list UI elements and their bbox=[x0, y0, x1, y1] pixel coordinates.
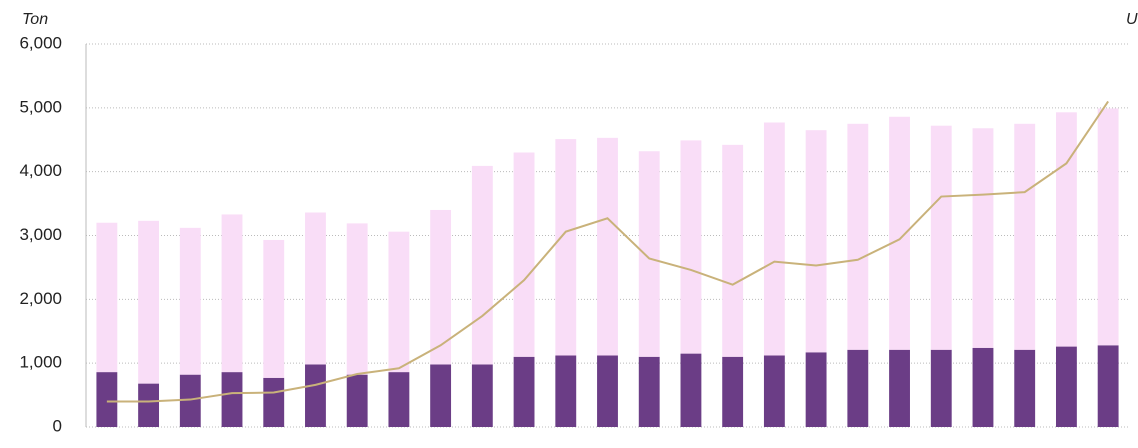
bar bbox=[263, 239, 285, 378]
bar bbox=[221, 372, 243, 427]
y-tick-label: 3,000 bbox=[19, 225, 62, 244]
bar bbox=[263, 377, 285, 427]
bar bbox=[513, 356, 535, 427]
bar bbox=[305, 364, 326, 427]
bar bbox=[722, 356, 744, 427]
bar bbox=[388, 231, 410, 373]
bar bbox=[680, 140, 702, 354]
bar bbox=[972, 128, 994, 348]
bar bbox=[388, 372, 410, 427]
y-tick-label: 0 bbox=[53, 416, 62, 435]
bar bbox=[513, 152, 535, 357]
bar bbox=[638, 151, 660, 357]
bar bbox=[96, 222, 118, 373]
bar bbox=[1014, 349, 1036, 427]
bar bbox=[597, 355, 618, 427]
y-tick-label: 5,000 bbox=[19, 97, 62, 116]
bar bbox=[847, 123, 869, 350]
bar bbox=[346, 374, 368, 427]
bar bbox=[471, 364, 493, 427]
y-axis-label: Ton bbox=[22, 11, 48, 28]
bar bbox=[179, 374, 201, 427]
y-tick-label: 6,000 bbox=[19, 33, 62, 52]
bar bbox=[1097, 108, 1119, 346]
bar bbox=[722, 144, 744, 357]
bar bbox=[179, 227, 201, 375]
bar bbox=[138, 383, 160, 427]
bar bbox=[430, 209, 452, 365]
bar bbox=[346, 223, 368, 375]
bar bbox=[430, 364, 452, 427]
bar bbox=[471, 165, 493, 365]
bar bbox=[930, 349, 952, 427]
bar bbox=[638, 356, 660, 427]
bar bbox=[763, 122, 785, 356]
bar bbox=[138, 220, 160, 384]
line bbox=[106, 100, 1109, 403]
bar bbox=[847, 349, 869, 427]
bar bbox=[889, 349, 910, 427]
bar bbox=[805, 130, 827, 353]
bar bbox=[805, 352, 827, 427]
bar bbox=[597, 137, 618, 356]
bar bbox=[555, 139, 577, 356]
y-tick-label: 4,000 bbox=[19, 161, 62, 180]
y-tick-label: 2,000 bbox=[19, 289, 62, 308]
bar bbox=[1097, 345, 1119, 427]
bar bbox=[972, 347, 994, 427]
bar bbox=[96, 372, 118, 427]
bar bbox=[680, 353, 702, 427]
bar bbox=[763, 355, 785, 427]
bar bbox=[1055, 112, 1077, 347]
bar bbox=[1055, 346, 1077, 427]
y2-axis-label: U bbox=[1126, 11, 1138, 28]
bar bbox=[555, 355, 577, 427]
bar bbox=[305, 212, 326, 365]
y-tick-label: 1,000 bbox=[19, 353, 62, 372]
bar bbox=[1014, 123, 1036, 350]
bar bbox=[889, 116, 910, 350]
bar bbox=[930, 125, 952, 350]
bar bbox=[221, 214, 243, 373]
